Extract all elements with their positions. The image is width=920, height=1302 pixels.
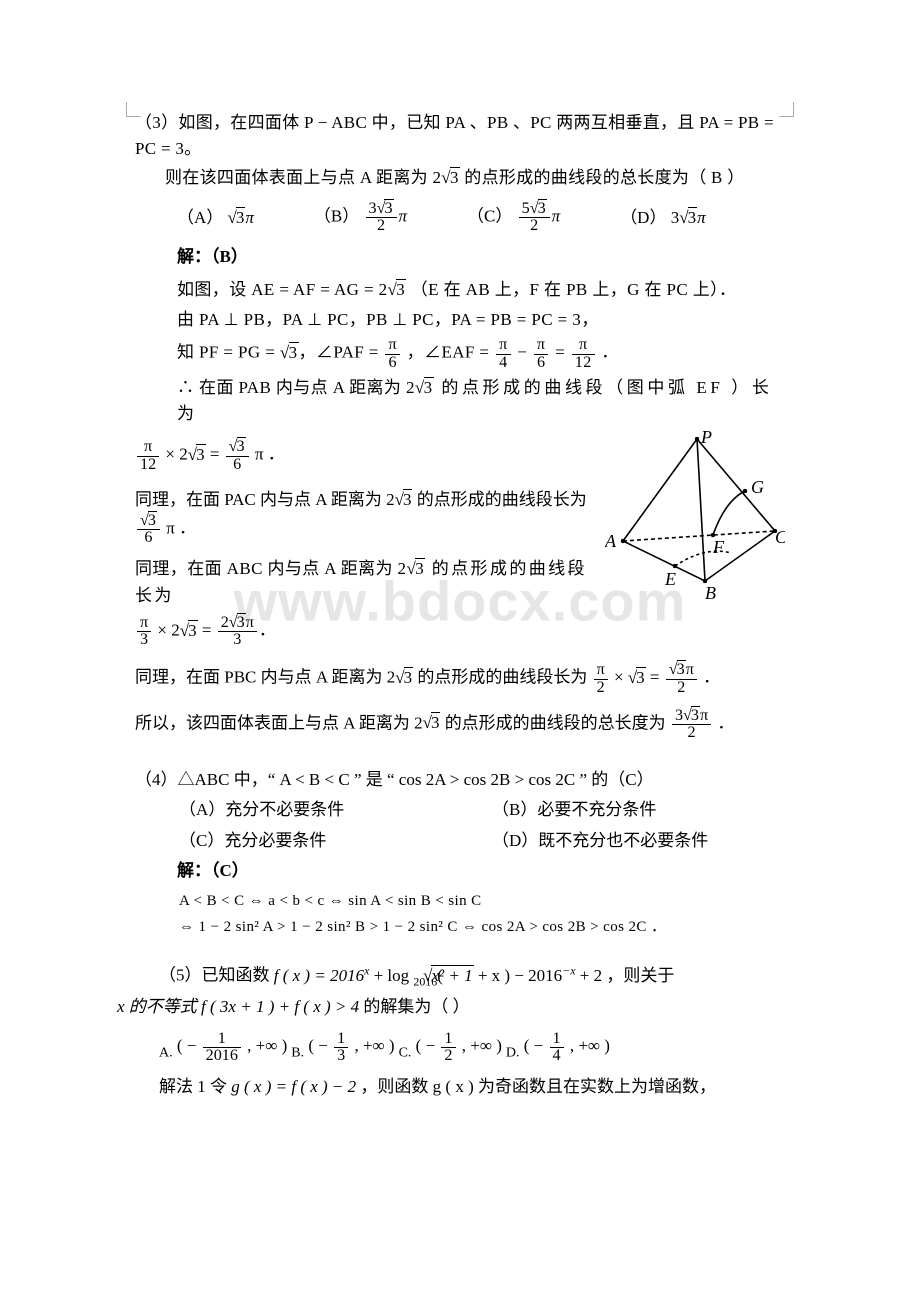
q3-options: （A） 3π （B） 33 2 π （C） 53 2 π （D） 33π (177, 201, 785, 234)
q3-option-c: （C） 53 2 π (467, 201, 560, 234)
q4-option-d: （D）既不充分也不必要条件 (492, 828, 785, 854)
q4-solution-label: 解：（C） (177, 858, 785, 884)
q5-option-c: C. ( − 12 , +∞ ) (399, 1031, 502, 1064)
q3-p4: 同理，在面 PBC 内与点 A 距离为 23 的点形成的曲线段长为 π2 × 3… (135, 662, 785, 695)
q4-line2: ⇔ 1 − 2 sin² A > 1 − 2 sin² B > 1 − 2 si… (179, 916, 785, 939)
q3-line4: ∴ 在面 PAB 内与点 A 距离为 23 的点形成的曲线段（图中弧 EF ）长… (177, 375, 785, 428)
q3-solution-label: 解：（B） (177, 244, 785, 270)
q3-heading: （3）如图，在四面体 P − ABC 中，已知 PA 、PB 、PC 两两互相垂… (135, 110, 785, 163)
q3-eq2: π3 × 23 = 23π 3 ． (135, 615, 589, 648)
q4-option-a: （A）充分不必要条件 (179, 797, 472, 823)
q3-eq1: π12 × 23 = 36 π ． (135, 439, 589, 472)
q3-line1: 如图，设 AE = AF = AG = 23 （E 在 AB 上，F 在 PB … (177, 277, 785, 303)
fig-label-f: F (712, 537, 725, 557)
q3-columns: π12 × 23 = 36 π ． 同理，在面 PAC 内与点 A 距离为 23… (135, 431, 785, 652)
q3-p5: 所以，该四面体表面上与点 A 距离为 23 的点形成的曲线段的总长度为 33π2… (135, 708, 785, 741)
q5-option-a: A. ( − 12016 , +∞ ) (159, 1031, 287, 1064)
page: www.bdocx.com （3）如图，在四面体 P − ABC 中，已知 PA… (0, 0, 920, 1160)
q5-options: A. ( − 12016 , +∞ ) B. ( − 13 , +∞ ) C. … (159, 1031, 785, 1064)
q3-option-d: （D） 33π (620, 205, 705, 231)
q4-heading: （4）△ABC 中，“ A < B < C ” 是 “ cos 2A > cos… (135, 767, 785, 793)
q3-p3: 同理，在面 ABC 内与点 A 距离为 23 的点形成的曲线段长为 (135, 556, 589, 609)
q3-line3: 知 PF = PG = 3，∠PAF = π6 ，∠EAF = π4 − π6 … (177, 337, 785, 370)
q5-line2: x 的不等式 f ( 3x + 1 ) + f ( x ) > 4 的解集为（ … (117, 994, 785, 1020)
fig-label-e: E (664, 569, 676, 589)
tetrahedron-figure: P A B C E F G (605, 431, 785, 609)
q5-option-d: D. ( − 14 , +∞ ) (506, 1031, 610, 1064)
fig-label-b: B (705, 583, 716, 601)
q3-subheading: 则在该四面体表面上与点 A 距离为 23 的点形成的曲线段的总长度为（ B ） (165, 165, 785, 191)
q3-option-a: （A） 3π (177, 205, 254, 231)
q4-options: （A）充分不必要条件 （B）必要不充分条件 （C）充分必要条件 （D）既不充分也… (179, 797, 785, 854)
q4-option-b: （B）必要不充分条件 (492, 797, 785, 823)
fig-label-a: A (605, 531, 617, 551)
q3-line2: 由 PA ⊥ PB，PA ⊥ PC，PB ⊥ PC，PA = PB = PC =… (177, 307, 785, 333)
q5-option-b: B. ( − 13 , +∞ ) (291, 1031, 394, 1064)
fig-label-c: C (775, 527, 785, 547)
fig-label-p: P (700, 431, 712, 447)
q5-heading: （5）已知函数 f ( x ) = 2016x + log 2016( x² +… (159, 961, 785, 991)
q4-line1: A < B < C ⇔ a < b < c ⇔ sin A < sin B < … (179, 890, 785, 913)
q3-option-b: （B） 33 2 π (314, 201, 407, 234)
q5-solution: 解法 1 令 g ( x ) = f ( x ) − 2 ，则函数 g ( x … (159, 1074, 785, 1100)
q3-p2: 同理，在面 PAC 内与点 A 距离为 23 的点形成的曲线段长为 36 π ． (135, 487, 589, 547)
fig-label-g: G (751, 477, 764, 497)
q4-option-c: （C）充分必要条件 (179, 828, 472, 854)
